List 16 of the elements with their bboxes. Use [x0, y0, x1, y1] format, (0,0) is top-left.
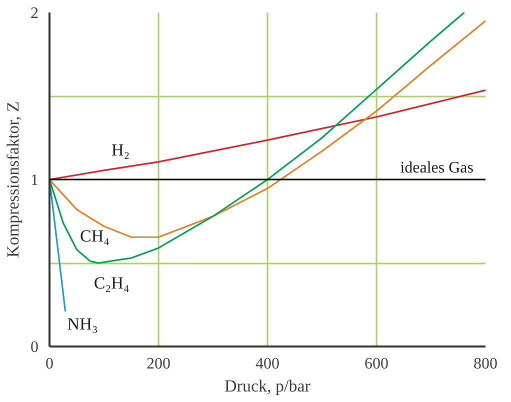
x-tick-label: 800 — [474, 356, 498, 372]
x-tick-label: 400 — [256, 356, 280, 372]
y-tick-label: 0 — [30, 339, 38, 356]
series-label: C₂H₄ — [94, 274, 130, 292]
x-tick-label: 200 — [146, 356, 170, 372]
y-axis-title: Kompressionsfaktor, Z — [4, 101, 22, 258]
y-tick-label: 2 — [30, 5, 38, 22]
y-tick-label: 1 — [30, 172, 38, 189]
series-label: H₂ — [111, 140, 130, 160]
ref-line-label: ideales Gas — [400, 160, 474, 176]
series-label: NH₃ — [67, 314, 98, 334]
line-series — [50, 89, 486, 180]
x-tick-label: 600 — [364, 356, 388, 372]
series-label: CH₄ — [80, 226, 110, 246]
x-axis-title: Druck, p/bar — [224, 376, 311, 396]
x-tick-label: 0 — [46, 356, 54, 372]
